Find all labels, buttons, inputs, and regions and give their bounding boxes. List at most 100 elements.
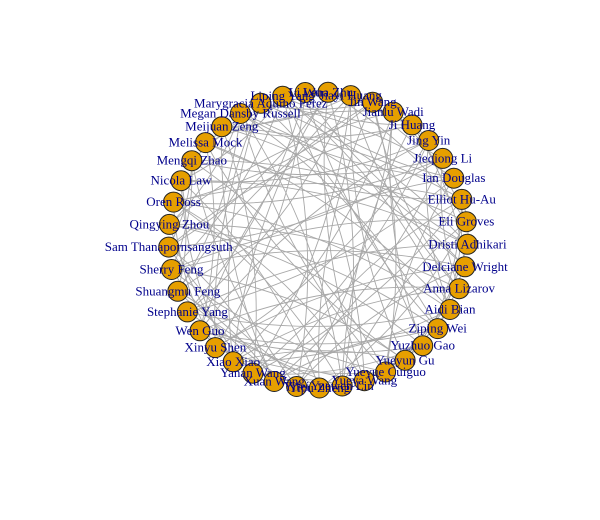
edge-line xyxy=(341,221,467,387)
edge-line xyxy=(282,95,451,310)
node-label: Xiao Xiao xyxy=(206,354,260,369)
edge-line xyxy=(199,330,423,354)
edge-line xyxy=(177,290,275,382)
edge-line xyxy=(169,223,423,347)
node-label: Xuan Wang xyxy=(244,374,306,389)
node-label: Mengqi Zhao xyxy=(157,153,227,168)
graph-node xyxy=(331,375,353,397)
edge-line xyxy=(282,96,309,387)
node-label: Elliot Hu-Au xyxy=(428,191,497,206)
node-label: Jiayi Huang xyxy=(319,88,382,103)
edge-line xyxy=(187,92,306,313)
node-label: Yueyue Cuiguo xyxy=(345,364,426,379)
graph-node xyxy=(222,351,244,373)
edge-line xyxy=(180,180,320,389)
node-label: Jieqiong Li xyxy=(413,150,472,165)
graph-node xyxy=(382,101,404,123)
node-label: Anna Lizarov xyxy=(423,281,495,296)
edge-line xyxy=(239,113,386,373)
graph-node xyxy=(448,278,470,300)
node-label: Jin Wang xyxy=(349,94,398,109)
node-label: Delciane Wright xyxy=(422,259,508,274)
node-label: Eli Groves xyxy=(438,214,494,229)
graph-node xyxy=(229,103,251,124)
edge-line xyxy=(260,102,468,245)
node-label: Sherry Feng xyxy=(140,262,204,277)
edge-line xyxy=(199,328,438,345)
graph-node xyxy=(432,147,454,169)
graph-node xyxy=(176,301,198,323)
graph-node xyxy=(427,318,449,340)
edge-line xyxy=(168,158,443,248)
graph-node xyxy=(250,92,272,114)
node-label: Stephanie Yang xyxy=(147,304,228,319)
graph-node xyxy=(454,256,476,278)
node-label: Jianlu Wadi xyxy=(363,104,425,119)
graph-node xyxy=(456,233,478,255)
edge-line xyxy=(171,160,193,270)
node-label: Melissa Mock xyxy=(168,135,243,150)
edge-line xyxy=(273,158,444,382)
edge-line xyxy=(171,250,466,270)
edge-line xyxy=(296,112,394,387)
edge-line xyxy=(177,113,241,292)
edge-line xyxy=(260,101,373,110)
graph-node xyxy=(181,150,203,172)
graph-node xyxy=(412,335,434,357)
graph-node xyxy=(195,132,216,154)
edge-line xyxy=(205,142,451,310)
graph-node xyxy=(189,320,211,342)
node-label: Li Wu xyxy=(289,85,322,100)
edge-line xyxy=(260,102,424,346)
graph-node xyxy=(401,114,423,136)
edge-line xyxy=(173,201,451,310)
node-label: Ian Douglas xyxy=(422,170,485,185)
edge-line xyxy=(252,95,352,374)
edge-line xyxy=(282,95,365,381)
edge-line xyxy=(319,221,467,389)
edge-line xyxy=(240,113,343,387)
graph-node xyxy=(340,85,362,107)
graph-node xyxy=(418,130,440,151)
edge-line xyxy=(240,113,466,268)
node-label: Megan Dansby Russell xyxy=(180,106,301,121)
edge-line xyxy=(171,219,467,270)
graph-node xyxy=(242,362,264,384)
graph-node xyxy=(161,259,182,280)
graph-node xyxy=(286,376,308,397)
graph-node xyxy=(439,299,461,320)
edge-line xyxy=(372,102,397,373)
node-label: Qingying Zhou xyxy=(129,216,209,231)
graph-node xyxy=(167,280,189,302)
edge-line xyxy=(168,92,329,248)
graph-node xyxy=(163,191,184,213)
edge-line xyxy=(199,286,460,332)
edge-line xyxy=(233,350,406,363)
edge-line xyxy=(282,95,413,126)
edge-line xyxy=(205,142,406,361)
edge-line xyxy=(180,95,283,182)
graph-node xyxy=(362,91,384,113)
node-label: Yanan Wang xyxy=(220,365,286,380)
graph-node xyxy=(455,211,477,233)
edge-line xyxy=(350,95,460,290)
edge-line xyxy=(232,111,394,363)
graph-node xyxy=(158,236,180,258)
graph-node xyxy=(170,170,192,192)
edge-line xyxy=(372,102,460,289)
node-label: Nicola Law xyxy=(150,173,212,188)
edge-line xyxy=(173,101,373,203)
edge-line xyxy=(180,140,429,183)
edge-line xyxy=(233,309,451,363)
node-label: Dristi Adhikari xyxy=(428,236,507,251)
graph-node xyxy=(272,85,294,107)
graph-node xyxy=(294,82,316,103)
edge-line xyxy=(187,177,455,313)
graph-node xyxy=(308,377,330,399)
edge-line xyxy=(304,92,468,245)
edge-line xyxy=(304,92,439,329)
node-label: Wen Guo xyxy=(175,323,224,338)
edge-line xyxy=(168,124,413,248)
graph-node xyxy=(158,213,180,235)
